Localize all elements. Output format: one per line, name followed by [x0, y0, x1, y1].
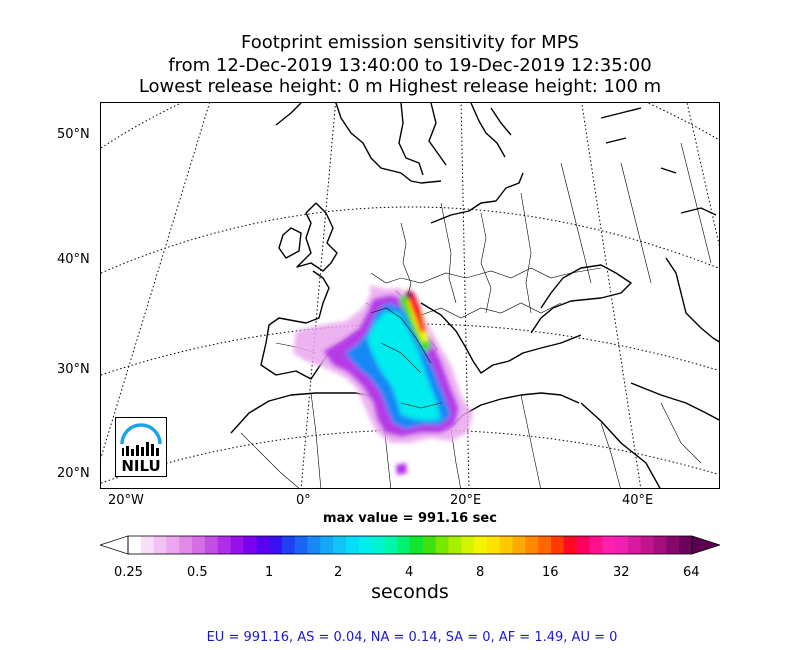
colorbar-cell [640, 536, 655, 554]
colorbar-tick: 8 [476, 565, 485, 580]
colorbar-max-arrow [691, 535, 720, 555]
colorbar-cell [576, 536, 590, 554]
lon-label-20e: 20°E [450, 493, 482, 508]
colorbar-label: seconds [371, 581, 449, 603]
colorbar-cell [371, 536, 385, 554]
colorbar-cell [217, 536, 232, 554]
colorbar-cell [281, 536, 296, 554]
nilu-logo-graphic [120, 423, 162, 456]
colorbar-cell [474, 536, 488, 554]
colorbar-cell [333, 536, 347, 554]
colorbar-cell [179, 536, 193, 554]
colorbar-cell [525, 536, 539, 554]
colorbar-min-arrow [100, 535, 129, 555]
colorbar-cell [538, 536, 552, 554]
colorbar-tick: 1 [265, 565, 274, 580]
colorbar-cell [461, 536, 475, 554]
colorbar-cell [128, 536, 142, 554]
nilu-logo-text: NILU [121, 457, 161, 475]
lon-label-40e: 40°E [622, 493, 654, 508]
colorbar-cell [166, 536, 180, 554]
colorbar-cell [602, 536, 616, 554]
arabia-coast [580, 382, 719, 488]
colorbar-cell [679, 536, 693, 554]
nilu-logo: NILU [115, 417, 167, 477]
lat-label-20n: 20°N [57, 466, 90, 481]
colorbar-cell [397, 536, 411, 554]
colorbar-cell [192, 536, 206, 554]
lon-label-0: 0° [296, 493, 311, 508]
colorbar-cell [294, 536, 308, 554]
colorbar-tick: 4 [405, 565, 414, 580]
colorbar-cell [422, 536, 437, 554]
colorbar-cell [627, 536, 642, 554]
colorbar [100, 535, 720, 555]
colorbar-tick: 0.5 [187, 565, 208, 580]
latitude-line-20 [101, 429, 719, 484]
max-value-label: max value = 991.16 sec [323, 511, 497, 526]
black-sea-coast [530, 264, 632, 334]
colorbar-cell [499, 536, 514, 554]
map-subtitle-period: from 12-Dec-2019 13:40:00 to 19-Dec-2019… [168, 55, 652, 76]
colorbar-cell [563, 536, 578, 554]
colorbar-cell [551, 536, 565, 554]
colorbar-cell [384, 536, 398, 554]
meridian-line-0 [300, 103, 337, 488]
colorbar-cell [410, 536, 424, 554]
lat-label-40n: 40°N [57, 252, 90, 267]
map-subtitle-heights: Lowest release height: 0 m Highest relea… [138, 76, 662, 97]
region-totals: EU = 991.16, AS = 0.04, NA = 0.14, SA = … [206, 630, 618, 645]
caspian-coast [665, 257, 719, 343]
colorbar-cell [615, 536, 629, 554]
britain-coast [296, 202, 338, 272]
colorbar-cell [345, 536, 360, 554]
sensitivity-plume [293, 285, 473, 475]
ireland-coast [278, 227, 302, 259]
plume-red [407, 289, 426, 333]
colorbar-cell [589, 536, 603, 554]
colorbar-cell [153, 536, 167, 554]
latitude-line-30 [101, 323, 719, 376]
plume-south-spot [396, 463, 407, 475]
east-coast [600, 107, 717, 216]
latitude-line-50 [101, 103, 719, 149]
colorbar-cell [358, 536, 373, 554]
lat-label-30n: 30°N [57, 362, 90, 377]
lat-label-50n: 50°N [57, 127, 90, 142]
baltic-coast [430, 172, 524, 224]
meridian-line-60e [686, 103, 719, 247]
scandinavia-coast [275, 103, 447, 184]
map-title: Footprint emission sensitivity for MPS [241, 32, 579, 53]
colorbar-cell [269, 536, 283, 554]
colorbar-cell [486, 536, 501, 554]
colorbar-cell [512, 536, 526, 554]
colorbar-cell [320, 536, 334, 554]
colorbar-cell [653, 536, 667, 554]
colorbar-cell [243, 536, 257, 554]
colorbar-cell [230, 536, 244, 554]
colorbar-tick: 64 [683, 565, 700, 580]
colorbar-cell [204, 536, 219, 554]
colorbar-cell [435, 536, 449, 554]
colorbar-cell [140, 536, 155, 554]
colorbar-cell [256, 536, 270, 554]
colorbar-tick: 32 [613, 565, 630, 580]
colorbar-tick: 0.25 [114, 565, 143, 580]
lon-label-20w: 20°W [108, 493, 144, 508]
country-borders [240, 142, 712, 488]
balkan-coast [420, 302, 582, 374]
plume-core [405, 291, 413, 299]
map-panel: NILU [100, 102, 720, 489]
map-canvas [101, 103, 719, 488]
colorbar-cell [666, 536, 680, 554]
colorbar-cell [448, 536, 462, 554]
finland-coast [470, 103, 512, 158]
plume-cyan [367, 311, 441, 421]
colorbar-tick: 16 [542, 565, 559, 580]
meridian-line-20w [101, 103, 210, 460]
latitude-line-40 [101, 206, 719, 274]
colorbar-cell [307, 536, 321, 554]
colorbar-tick: 2 [334, 565, 343, 580]
